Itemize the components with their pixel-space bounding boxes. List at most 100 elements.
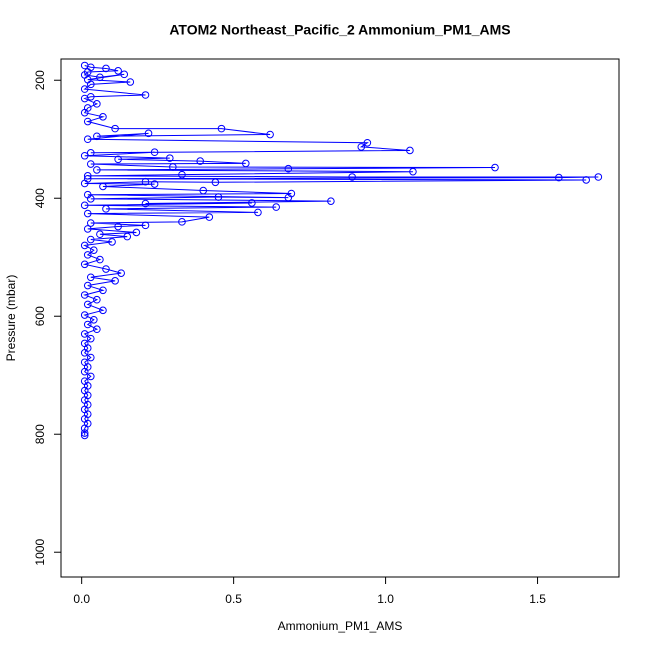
data-point — [83, 117, 92, 126]
data-point — [144, 129, 153, 138]
data-point — [80, 291, 89, 299]
data-point — [93, 132, 101, 141]
data-point — [83, 209, 92, 218]
data-point — [123, 232, 132, 241]
data-point — [108, 238, 116, 246]
data-point — [357, 143, 366, 151]
data-point — [132, 228, 141, 237]
data-point — [80, 108, 89, 117]
data-point — [348, 173, 356, 181]
x-axis-label: Ammonium_PM1_AMS — [278, 619, 403, 633]
data-point — [141, 221, 150, 230]
x-tick-label: 1.0 — [377, 592, 394, 606]
data-point — [80, 201, 89, 210]
data-point — [102, 265, 110, 273]
data-point — [83, 281, 92, 290]
y-tick-label: 800 — [33, 424, 47, 444]
data-point — [555, 173, 563, 182]
y-tick-label: 1000 — [33, 539, 47, 566]
x-tick-label: 0.0 — [73, 592, 90, 606]
data-point — [86, 195, 95, 203]
data-point — [86, 219, 95, 227]
data-point — [80, 431, 89, 440]
y-tick-label: 600 — [33, 306, 47, 326]
data-point — [217, 124, 226, 133]
data-point — [80, 330, 89, 338]
data-point — [141, 91, 150, 99]
data-point — [80, 311, 89, 319]
data-point — [211, 178, 220, 187]
data-point — [284, 193, 293, 202]
data-point — [96, 255, 104, 264]
data-point — [86, 372, 95, 381]
y-axis-label: Pressure (mbar) — [4, 275, 18, 362]
data-point — [86, 235, 95, 244]
data-point — [80, 367, 89, 376]
data-point — [114, 66, 122, 75]
data-point — [80, 179, 89, 188]
data-point — [266, 130, 274, 139]
data-point — [86, 353, 95, 362]
data-point — [86, 149, 95, 157]
data-point — [93, 325, 101, 334]
data-point — [117, 269, 125, 277]
data-point — [86, 273, 95, 282]
data-point — [93, 295, 101, 304]
data-point — [80, 94, 89, 103]
data-point — [214, 193, 223, 201]
data-point — [90, 315, 98, 324]
data-point — [99, 113, 107, 121]
data-point — [150, 180, 159, 188]
data-point — [241, 159, 250, 168]
data-point — [327, 197, 335, 205]
data-point — [83, 300, 92, 309]
data-point — [80, 260, 89, 269]
data-point — [86, 80, 95, 89]
data-point — [83, 172, 92, 180]
data-point — [83, 135, 92, 144]
data-point — [178, 170, 186, 179]
data-point — [86, 160, 95, 168]
data-point — [150, 148, 159, 157]
data-point — [80, 349, 89, 357]
data-point — [96, 73, 104, 82]
data-point — [205, 213, 214, 221]
data-point — [102, 64, 110, 73]
data-point — [99, 306, 107, 315]
data-point — [111, 277, 119, 285]
data-point — [80, 429, 89, 437]
data-point — [272, 203, 280, 211]
data-point — [248, 199, 256, 207]
data-point — [111, 124, 119, 133]
data-point — [99, 286, 107, 295]
data-point — [409, 167, 417, 176]
data-point — [126, 78, 135, 86]
data-point — [166, 154, 174, 162]
x-tick-label: 1.5 — [529, 592, 546, 606]
data-point — [80, 85, 89, 93]
y-tick-label: 400 — [33, 188, 47, 208]
data-point — [582, 176, 590, 184]
data-point — [120, 70, 129, 79]
data-point — [99, 182, 107, 191]
data-point — [141, 199, 150, 208]
data-point — [102, 205, 110, 213]
data-point — [80, 241, 89, 250]
data-point — [178, 218, 186, 226]
data-point — [83, 320, 92, 329]
data-point — [363, 138, 372, 147]
data-point — [196, 157, 204, 165]
y-tick-label: 200 — [33, 70, 47, 90]
data-point — [86, 334, 95, 343]
data-point — [93, 100, 101, 108]
x-tick-label: 0.5 — [225, 592, 242, 606]
data-point — [594, 173, 603, 181]
data-point — [96, 230, 104, 239]
data-point — [141, 177, 150, 186]
data-point — [114, 155, 122, 164]
data-point — [406, 146, 414, 155]
series-line — [82, 65, 599, 436]
plot-frame — [60, 58, 620, 578]
